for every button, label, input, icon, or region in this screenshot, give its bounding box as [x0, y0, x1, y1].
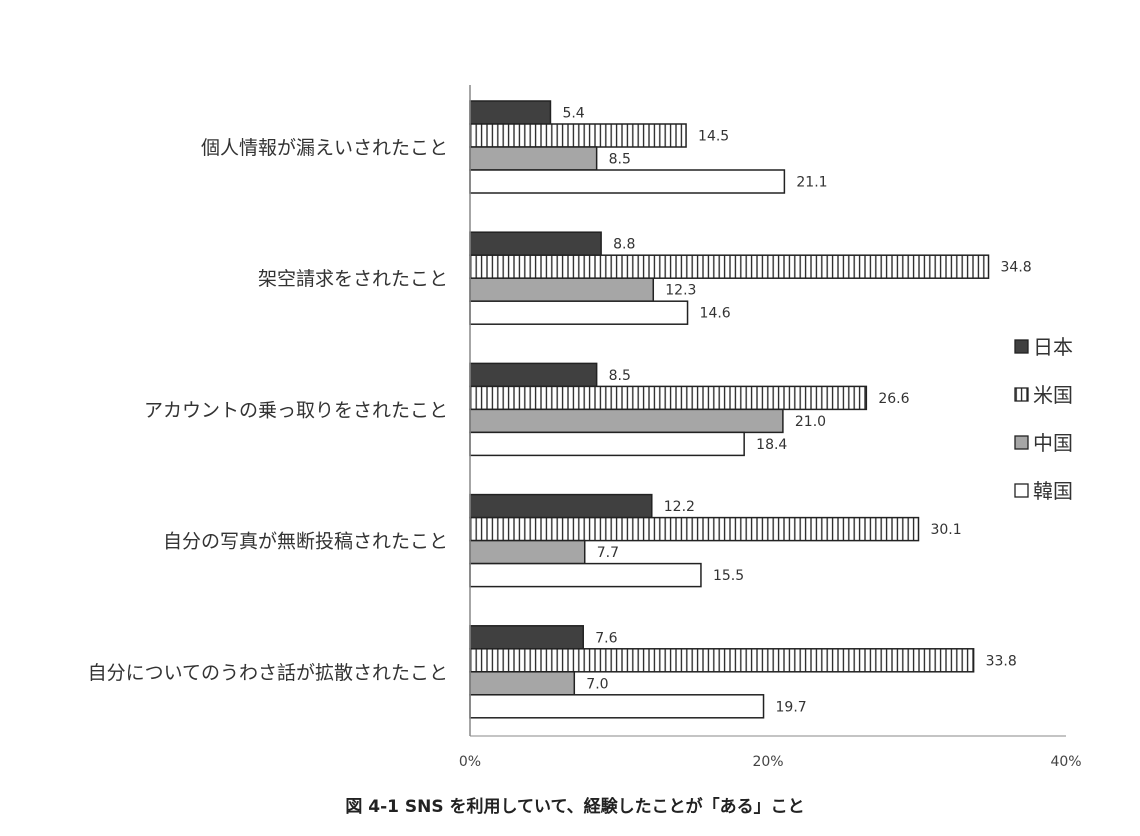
data-label: 7.0 — [586, 676, 608, 692]
bar-中国 — [469, 277, 655, 302]
bar-日本 — [469, 100, 552, 125]
bar-米国 — [469, 516, 920, 542]
data-label: 34.8 — [1001, 260, 1032, 276]
data-label: 14.5 — [698, 129, 729, 145]
legend-swatch — [1014, 339, 1029, 354]
data-label: 21.0 — [795, 414, 826, 430]
category-label: 自分についてのうわさ話が拡散されたこと — [88, 662, 448, 684]
bar-韓国 — [469, 694, 765, 719]
category-label: 架空請求をされたこと — [258, 268, 448, 290]
bar-韓国 — [469, 431, 745, 457]
bar-韓国 — [469, 300, 689, 325]
data-label: 19.7 — [776, 699, 807, 715]
data-label: 5.4 — [562, 106, 584, 122]
bar-米国 — [469, 123, 687, 148]
legend-label: 韓国 — [1033, 479, 1073, 503]
data-label: 7.7 — [597, 545, 619, 561]
data-label: 12.3 — [665, 283, 696, 299]
data-label: 12.2 — [664, 499, 695, 515]
data-label: 7.6 — [595, 630, 617, 646]
bar-日本 — [469, 625, 584, 650]
bar-米国 — [469, 254, 990, 279]
data-label: 8.5 — [609, 152, 631, 168]
bar-日本 — [469, 493, 653, 519]
bar-日本 — [469, 362, 598, 388]
x-tick-label: 0% — [459, 754, 481, 770]
legend-label: 米国 — [1033, 383, 1073, 407]
data-label: 18.4 — [756, 437, 787, 453]
bar-中国 — [469, 146, 598, 171]
data-label: 30.1 — [930, 522, 961, 538]
bar-韓国 — [469, 169, 786, 194]
legend-label: 日本 — [1033, 335, 1073, 359]
legend-swatch — [1014, 435, 1029, 450]
data-label: 26.6 — [878, 391, 909, 407]
data-label: 21.1 — [796, 175, 827, 191]
data-label: 8.8 — [613, 237, 635, 253]
data-label: 8.5 — [609, 368, 631, 384]
data-label: 15.5 — [713, 568, 744, 584]
legend-swatch — [1014, 483, 1029, 498]
category-label: アカウントの乗っ取りをされたこと — [144, 399, 448, 421]
legend-label: 中国 — [1033, 431, 1073, 455]
bar-中国 — [469, 671, 576, 696]
category-label: 個人情報が漏えいされたこと — [201, 137, 448, 159]
bar-米国 — [469, 385, 868, 411]
legend-swatch — [1014, 387, 1029, 402]
bar-米国 — [469, 648, 975, 673]
category-label: 自分の写真が無断投稿されたこと — [163, 531, 448, 553]
bar-日本 — [469, 231, 602, 256]
data-label: 14.6 — [700, 306, 731, 322]
bar-韓国 — [469, 562, 702, 588]
data-label: 33.8 — [986, 653, 1017, 669]
x-tick-label: 40% — [1050, 754, 1081, 770]
x-tick-label: 20% — [752, 754, 783, 770]
bar-中国 — [469, 539, 586, 565]
bar-中国 — [469, 408, 784, 434]
chart-title: 図 4-1 SNS を利用していて、経験したことが「ある」こと — [345, 796, 804, 817]
